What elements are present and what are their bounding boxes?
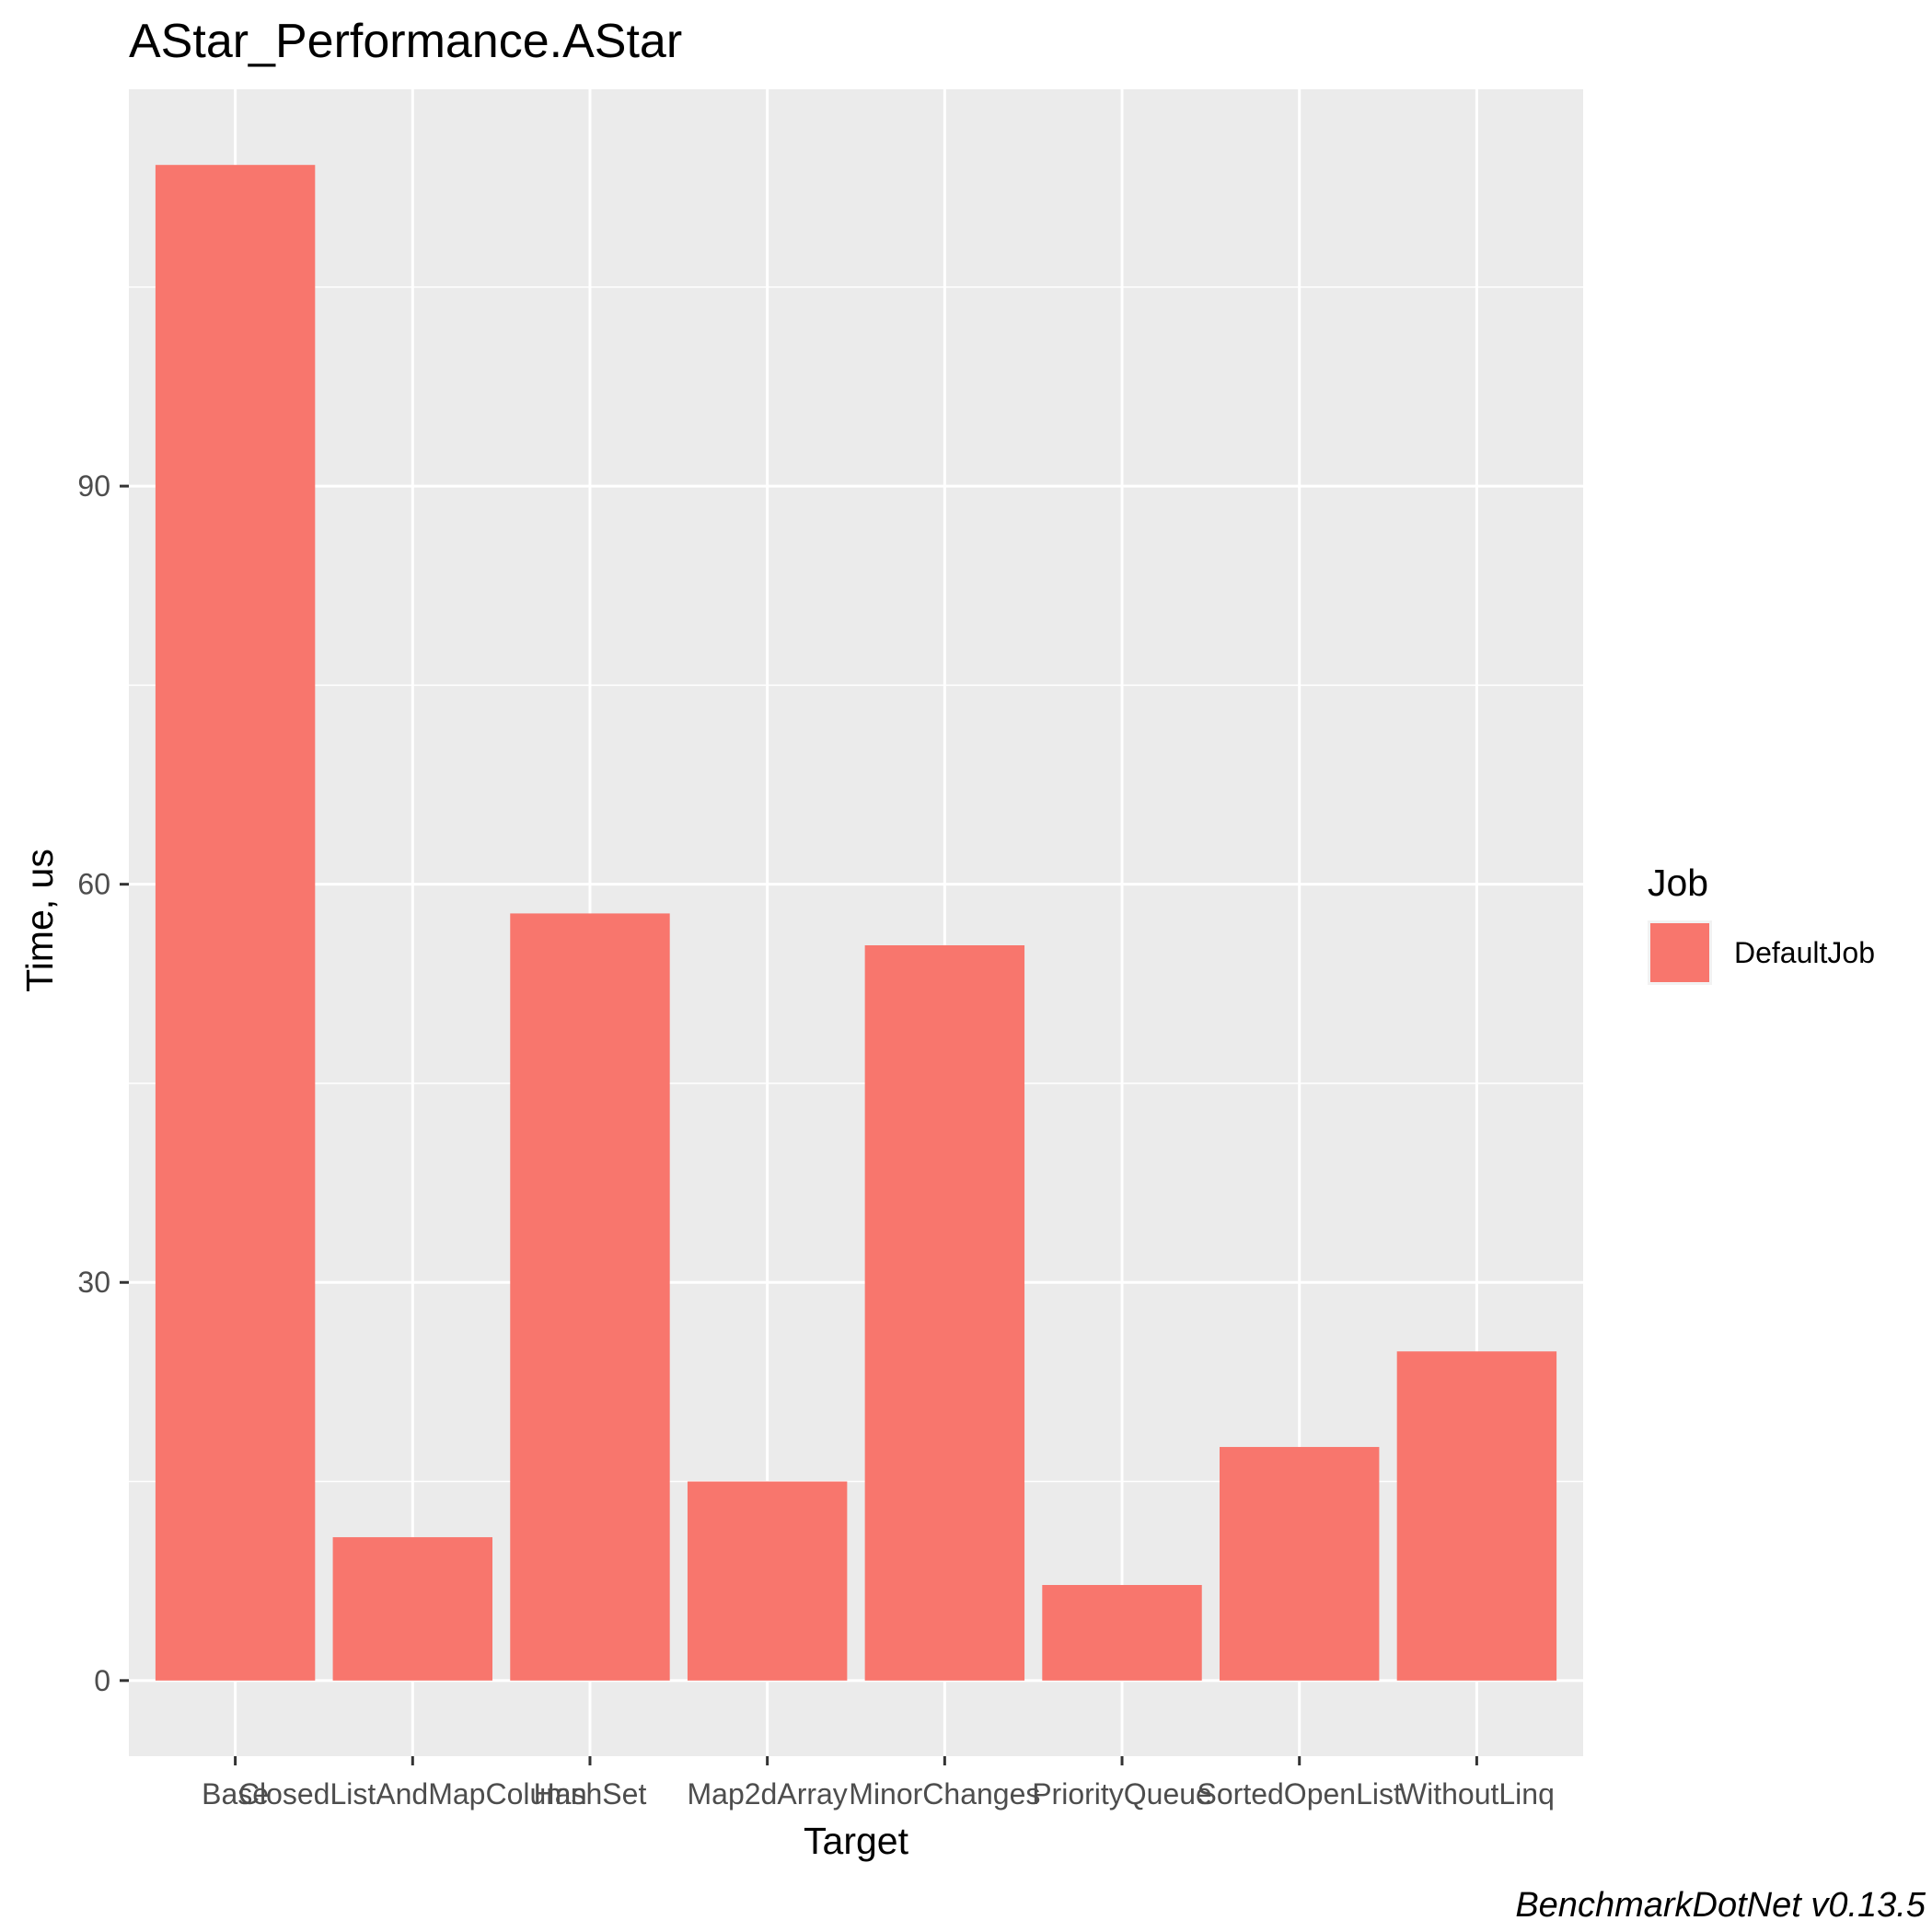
x-tick-label-PriorityQueue: PriorityQueue: [1032, 1777, 1212, 1811]
y-axis-title: Time, us: [18, 849, 61, 992]
x-tick-label-ClosedListAndMapColumn: ClosedListAndMapColumn: [238, 1777, 587, 1811]
caption: BenchmarkDotNet v0.13.5: [1515, 1886, 1926, 1925]
bar-PriorityQueue: [1042, 1584, 1202, 1681]
x-tick-label-HashSet: HashSet: [534, 1777, 647, 1811]
bar-WithoutLinq: [1396, 1351, 1557, 1681]
bar-MinorChanges: [864, 945, 1025, 1681]
x-tick-label-Map2dArray: Map2dArray: [688, 1777, 848, 1811]
legend-title: Job: [1648, 862, 1708, 904]
y-tick-label-0: 0: [94, 1664, 110, 1697]
x-tick-label-Base: Base: [202, 1777, 269, 1811]
bar-HashSet: [510, 913, 670, 1681]
legend-label-defaultjob: DefaultJob: [1734, 936, 1875, 969]
y-tick-label-30: 30: [77, 1266, 110, 1299]
bar-Map2dArray: [687, 1481, 848, 1681]
bar-SortedOpenList: [1220, 1447, 1380, 1681]
y-tick-label-60: 60: [77, 868, 110, 901]
legend-key-defaultjob: [1650, 923, 1709, 982]
bar-Base: [155, 165, 316, 1681]
x-tick-label-MinorChanges: MinorChanges: [849, 1777, 1040, 1811]
x-tick-label-SortedOpenList: SortedOpenList: [1197, 1777, 1402, 1811]
y-tick-label-90: 90: [77, 469, 110, 503]
legend: Job DefaultJob: [1648, 862, 1875, 985]
x-tick-label-WithoutLinq: WithoutLinq: [1399, 1777, 1555, 1811]
chart-title: AStar_Performance.AStar: [129, 15, 682, 68]
y-axis-ticks: 0 30 60 90: [77, 469, 129, 1697]
bars: [155, 165, 1557, 1681]
x-axis-title: Target: [804, 1820, 909, 1862]
bar-ClosedListAndMapColumn: [332, 1537, 492, 1681]
